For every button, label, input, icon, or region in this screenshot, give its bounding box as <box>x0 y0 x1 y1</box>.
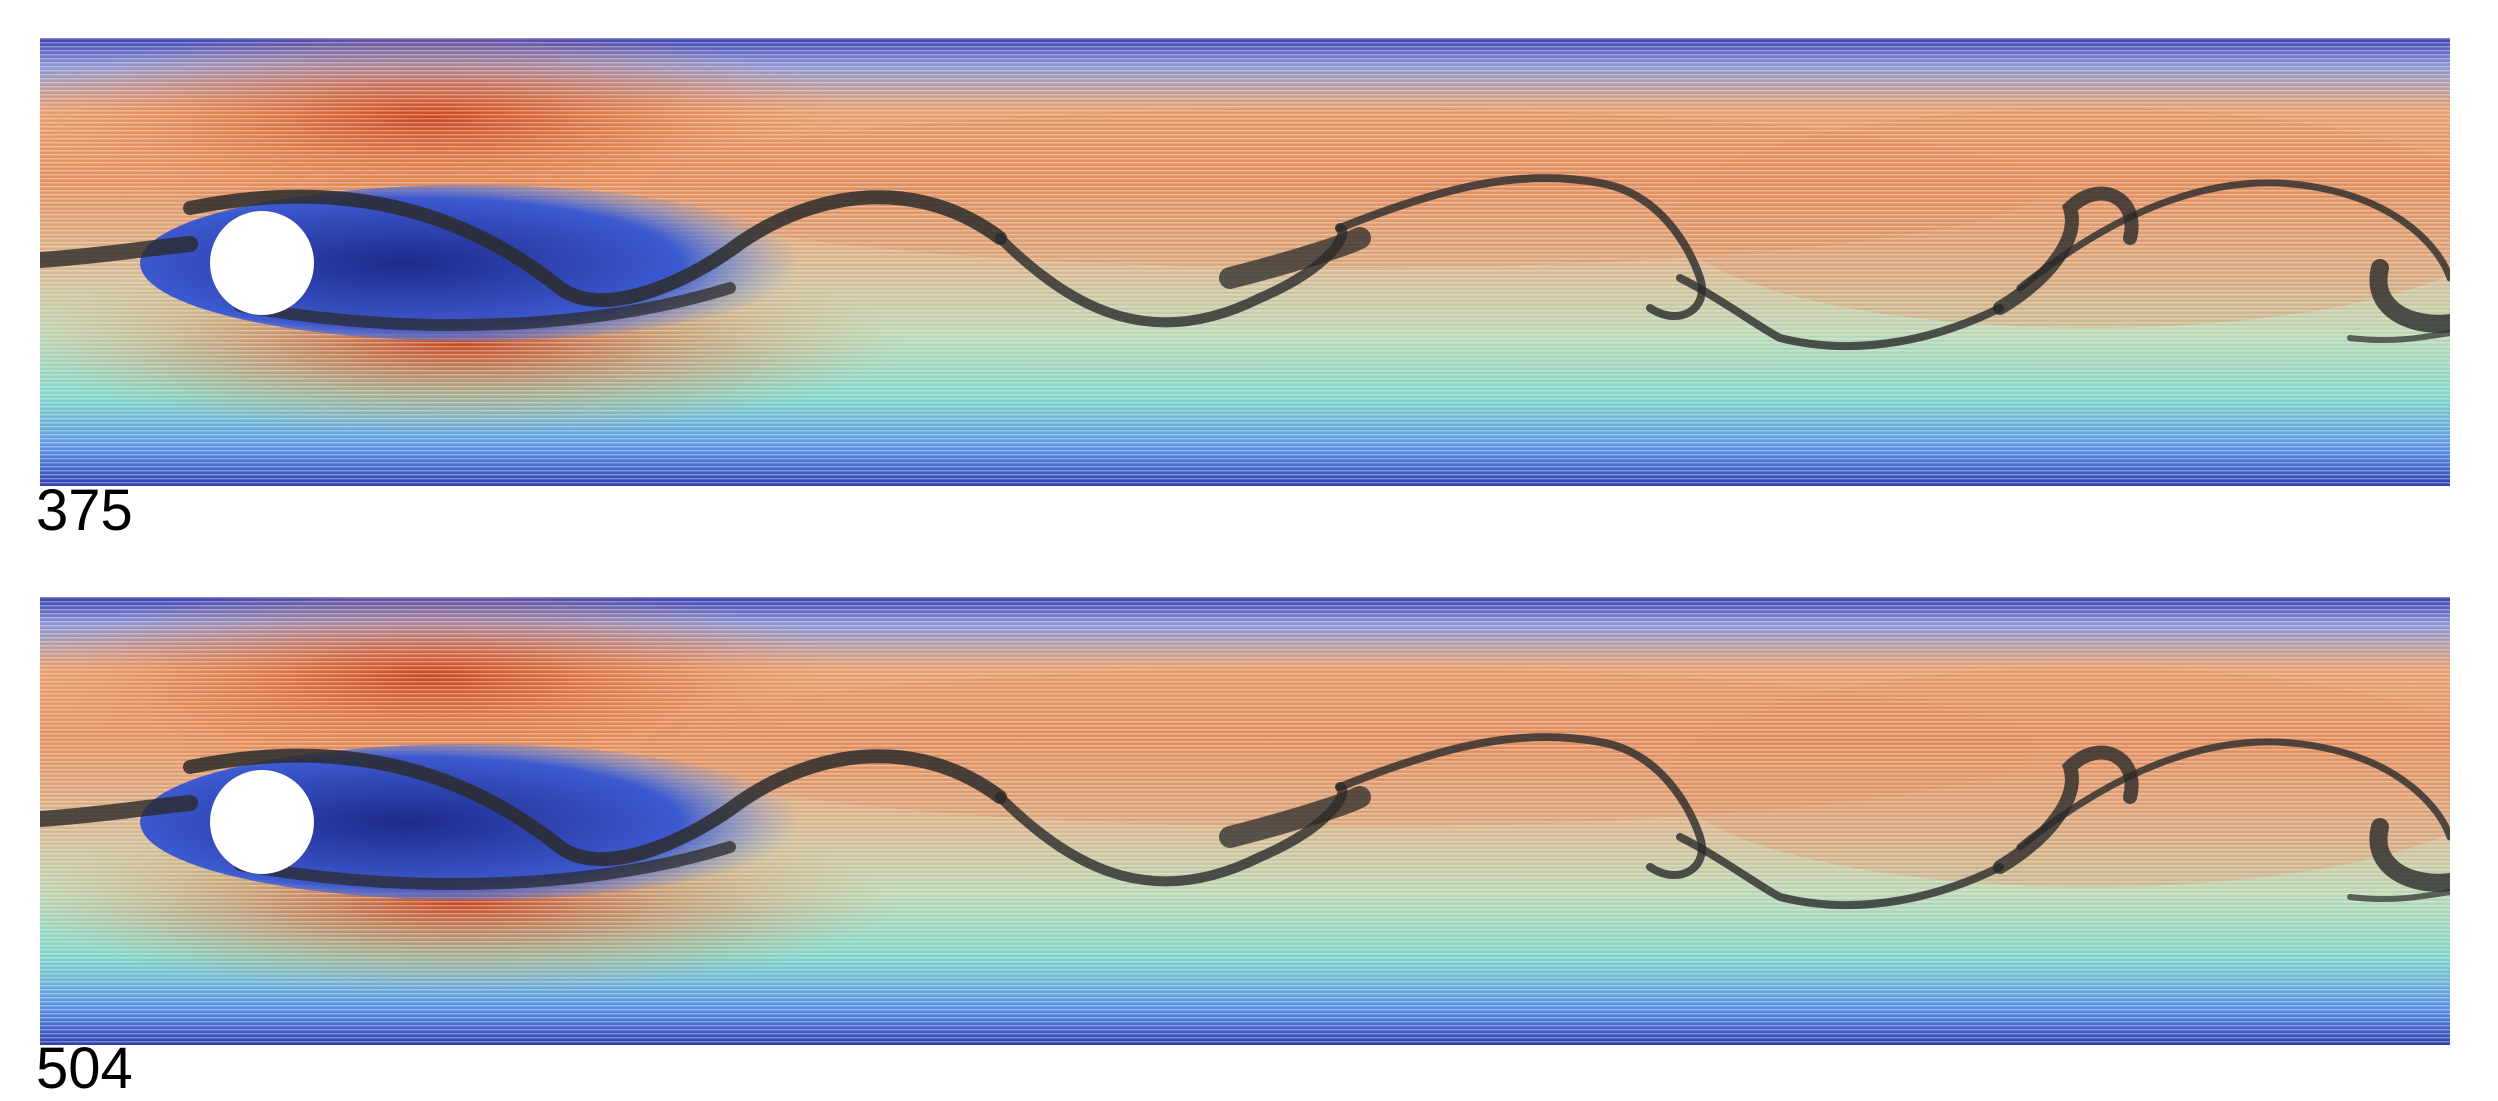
cylinder-obstacle <box>210 211 314 315</box>
flow-field-1 <box>40 38 2450 486</box>
cylinder-obstacle <box>210 770 314 874</box>
tracer-particle-streak <box>40 733 2450 909</box>
frame-label: 375 <box>36 478 133 543</box>
flow-field-2 <box>40 597 2450 1045</box>
flow-panel-2 <box>40 597 2450 1045</box>
frame-label: 504 <box>36 1036 133 1101</box>
flow-panel-1 <box>40 38 2450 486</box>
tracer-particle-streak <box>40 174 2450 350</box>
